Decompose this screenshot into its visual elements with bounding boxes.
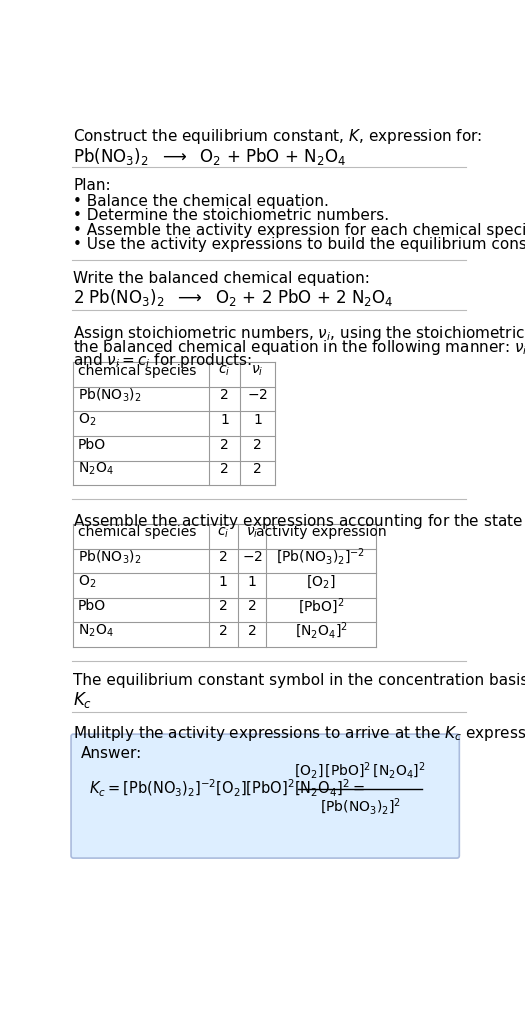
Text: Answer:: Answer: (81, 745, 142, 761)
Text: The equilibrium constant symbol in the concentration basis is:: The equilibrium constant symbol in the c… (74, 674, 525, 688)
Text: O$_2$: O$_2$ (78, 574, 96, 590)
Text: 2: 2 (220, 463, 229, 477)
Text: PbO: PbO (78, 437, 106, 451)
Text: activity expression: activity expression (256, 525, 386, 539)
Text: 2: 2 (219, 599, 228, 613)
Text: $\nu_i$: $\nu_i$ (251, 364, 264, 378)
Text: $c_i$: $c_i$ (217, 525, 229, 539)
Text: $[\mathrm{O_2}]\, [\mathrm{PbO}]^2\, [\mathrm{N_2O_4}]^2$: $[\mathrm{O_2}]\, [\mathrm{PbO}]^2\, [\m… (295, 761, 426, 781)
Text: $K_c$: $K_c$ (74, 690, 92, 710)
Text: N$_2$O$_4$: N$_2$O$_4$ (78, 623, 114, 639)
Text: Construct the equilibrium constant, $K$, expression for:: Construct the equilibrium constant, $K$,… (74, 127, 482, 146)
Text: $\nu_i$: $\nu_i$ (246, 525, 258, 539)
Text: Mulitply the activity expressions to arrive at the $K_c$ expression:: Mulitply the activity expressions to arr… (74, 724, 525, 743)
Text: 1: 1 (220, 413, 229, 427)
Text: $K_c = [\mathrm{Pb(NO_3)_2}]^{-2} [\mathrm{O_2}] [\mathrm{PbO}]^2 [\mathrm{N_2O_: $K_c = [\mathrm{Pb(NO_3)_2}]^{-2} [\math… (89, 779, 365, 799)
Text: $c_i$: $c_i$ (218, 364, 230, 378)
Text: Pb(NO$_3$)$_2$: Pb(NO$_3$)$_2$ (78, 548, 141, 566)
Text: and $\nu_i = c_i$ for products:: and $\nu_i = c_i$ for products: (74, 351, 253, 371)
Text: • Balance the chemical equation.: • Balance the chemical equation. (74, 194, 329, 209)
Text: [O$_2$]: [O$_2$] (306, 574, 335, 590)
Text: 1: 1 (219, 575, 228, 589)
Text: • Assemble the activity expression for each chemical species.: • Assemble the activity expression for e… (74, 223, 525, 237)
Text: [PbO]$^2$: [PbO]$^2$ (298, 596, 344, 616)
Text: Assemble the activity expressions accounting for the state of matter and $\nu_i$: Assemble the activity expressions accoun… (74, 512, 525, 530)
Text: Pb(NO$_3$)$_2$: Pb(NO$_3$)$_2$ (78, 387, 141, 404)
Text: 2: 2 (253, 463, 262, 477)
Text: 2: 2 (219, 624, 228, 638)
Text: $-2$: $-2$ (247, 388, 268, 402)
Text: 2: 2 (253, 437, 262, 451)
Text: 2 Pb(NO$_3$)$_2$  $\longrightarrow$  O$_2$ + 2 PbO + 2 N$_2$O$_4$: 2 Pb(NO$_3$)$_2$ $\longrightarrow$ O$_2$… (74, 287, 394, 308)
Text: 2: 2 (248, 599, 256, 613)
Text: 1: 1 (253, 413, 262, 427)
Text: • Determine the stoichiometric numbers.: • Determine the stoichiometric numbers. (74, 208, 390, 223)
Text: chemical species: chemical species (78, 364, 196, 378)
Text: Write the balanced chemical equation:: Write the balanced chemical equation: (74, 271, 370, 286)
Text: Pb(NO$_3$)$_2$  $\longrightarrow$  O$_2$ + PbO + N$_2$O$_4$: Pb(NO$_3$)$_2$ $\longrightarrow$ O$_2$ +… (74, 145, 346, 167)
Text: PbO: PbO (78, 599, 106, 613)
Text: N$_2$O$_4$: N$_2$O$_4$ (78, 461, 114, 478)
Text: the balanced chemical equation in the following manner: $\nu_i = -c_i$ for react: the balanced chemical equation in the fo… (74, 337, 525, 357)
FancyBboxPatch shape (71, 734, 459, 858)
Text: 2: 2 (219, 550, 228, 564)
Text: [N$_2$O$_4$]$^2$: [N$_2$O$_4$]$^2$ (295, 621, 348, 641)
Text: • Use the activity expressions to build the equilibrium constant expression.: • Use the activity expressions to build … (74, 237, 525, 252)
Text: Assign stoichiometric numbers, $\nu_i$, using the stoichiometric coefficients, $: Assign stoichiometric numbers, $\nu_i$, … (74, 324, 525, 342)
Text: 1: 1 (248, 575, 256, 589)
Text: [Pb(NO$_3$)$_2$]$^{-2}$: [Pb(NO$_3$)$_2$]$^{-2}$ (277, 546, 365, 568)
Text: $-2$: $-2$ (242, 550, 262, 564)
Text: O$_2$: O$_2$ (78, 412, 96, 428)
Text: 2: 2 (220, 437, 229, 451)
Text: 2: 2 (248, 624, 256, 638)
Text: $[\mathrm{Pb(NO_3)_2}]^2$: $[\mathrm{Pb(NO_3)_2}]^2$ (320, 797, 401, 817)
Text: chemical species: chemical species (78, 525, 196, 539)
Text: 2: 2 (220, 388, 229, 402)
Text: Plan:: Plan: (74, 178, 111, 193)
